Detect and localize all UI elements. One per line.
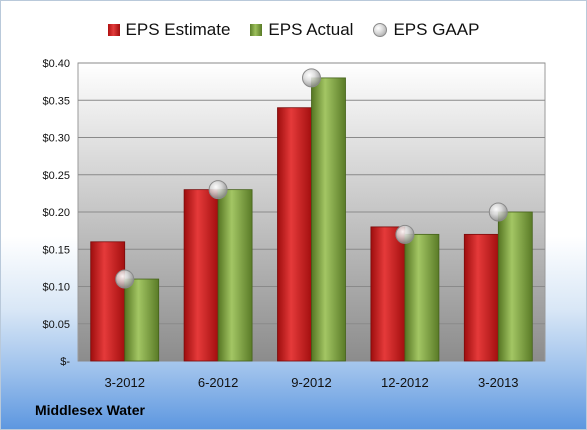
legend-label-eps-gaap: EPS GAAP bbox=[393, 20, 480, 39]
x-tick-label: 9-2012 bbox=[291, 375, 331, 390]
y-axis: $- $0.05 $0.10 $0.15 $0.20 $0.25 $0.30 $0.35 $0.… bbox=[42, 58, 70, 368]
y-tick-label: $0.20 bbox=[42, 207, 70, 219]
legend-label-eps-actual: EPS Actual bbox=[268, 20, 354, 39]
eps-actual-bar bbox=[217, 189, 253, 362]
y-tick-label: $0.30 bbox=[42, 133, 70, 145]
eps-estimate-bar bbox=[277, 107, 312, 362]
eps-estimate-bar bbox=[463, 233, 499, 362]
eps-estimate-bar bbox=[90, 241, 126, 362]
eps-gaap-marker bbox=[208, 180, 228, 200]
y-tick-label: $0.40 bbox=[42, 58, 70, 70]
x-tick-label: 6-2012 bbox=[198, 375, 238, 390]
company-name: Middlesex Water bbox=[35, 402, 145, 418]
eps-gaap-marker bbox=[488, 202, 508, 222]
eps-actual-bar bbox=[124, 278, 160, 362]
legend-swatch-eps-actual bbox=[250, 24, 263, 36]
eps-gaap-marker bbox=[395, 224, 415, 244]
legend-item-eps-estimate: EPS Estimate bbox=[107, 20, 231, 40]
y-tick-label: $0.15 bbox=[42, 244, 70, 256]
x-tick-label: 3-2012 bbox=[104, 375, 144, 390]
eps-estimate-bar bbox=[183, 189, 219, 362]
y-tick-label: $0.25 bbox=[42, 170, 70, 182]
eps-gaap-marker bbox=[115, 269, 135, 289]
legend: EPS Estimate EPS Actual EPS GAAP bbox=[1, 18, 586, 42]
x-tick-label: 3-2013 bbox=[478, 375, 518, 390]
legend-label-eps-estimate: EPS Estimate bbox=[125, 20, 231, 39]
bars bbox=[90, 77, 533, 362]
y-tick-label: $0.10 bbox=[42, 282, 70, 294]
y-tick-label: $0.05 bbox=[42, 319, 70, 331]
eps-actual-bar bbox=[497, 211, 533, 362]
x-axis: 3-2012 6-2012 9-2012 12-2012 3-2013 bbox=[104, 375, 518, 390]
y-tick-label: $- bbox=[60, 356, 70, 368]
eps-gaap-marker bbox=[302, 68, 321, 88]
eps-actual-bar bbox=[404, 233, 440, 362]
legend-swatch-eps-estimate bbox=[107, 24, 120, 36]
gaap-markers bbox=[115, 68, 508, 289]
eps-actual-bar bbox=[311, 77, 346, 362]
x-tick-label: 12-2012 bbox=[381, 375, 429, 390]
legend-marker-eps-gaap bbox=[373, 23, 388, 37]
y-tick-label: $0.35 bbox=[42, 95, 70, 107]
legend-item-eps-actual: EPS Actual bbox=[250, 20, 353, 40]
eps-estimate-bar bbox=[370, 226, 406, 362]
legend-item-eps-gaap: EPS GAAP bbox=[373, 20, 479, 40]
